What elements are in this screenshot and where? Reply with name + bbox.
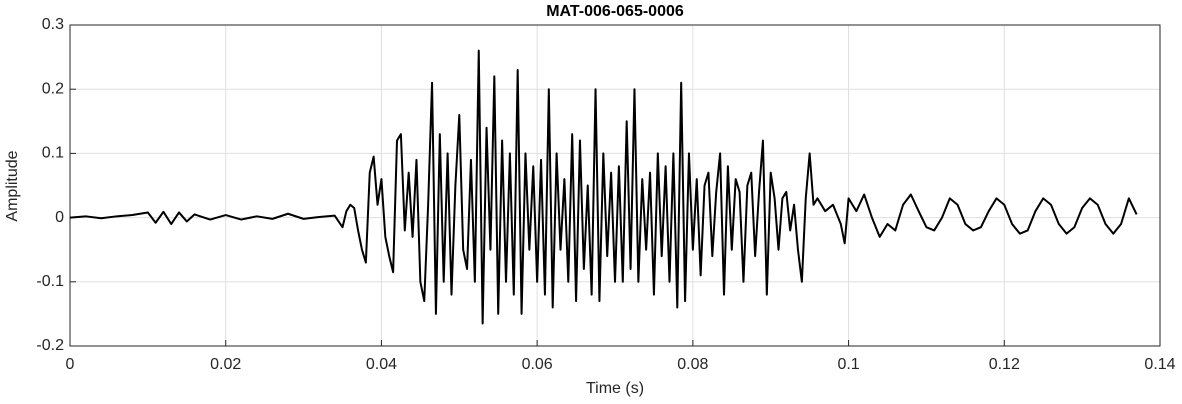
x-tick-label: 0 — [66, 356, 75, 373]
y-tick-label: -0.2 — [36, 337, 64, 354]
y-tick-label: 0.2 — [42, 80, 64, 97]
y-tick-label: 0 — [55, 209, 64, 226]
x-tick-label: 0.14 — [1144, 356, 1175, 373]
x-tick-label: 0.08 — [677, 356, 708, 373]
x-tick-label: 0.06 — [522, 356, 553, 373]
waveform-line — [69, 49, 1138, 325]
y-tick-label: -0.1 — [36, 273, 64, 290]
x-tick-label: 0.04 — [366, 356, 397, 373]
plot-frame — [69, 24, 1161, 347]
x-tick-label: 0.02 — [210, 356, 241, 373]
y-tick-label: 0.1 — [42, 145, 64, 162]
y-tick-label: 0.3 — [42, 16, 64, 33]
x-tick-label: 0.1 — [837, 356, 859, 373]
chart-title: MAT-006-065-0006 — [546, 3, 684, 20]
y-axis-label: Amplitude — [4, 150, 21, 221]
x-axis-label: Time (s) — [586, 380, 644, 397]
x-tick-label: 0.12 — [989, 356, 1020, 373]
